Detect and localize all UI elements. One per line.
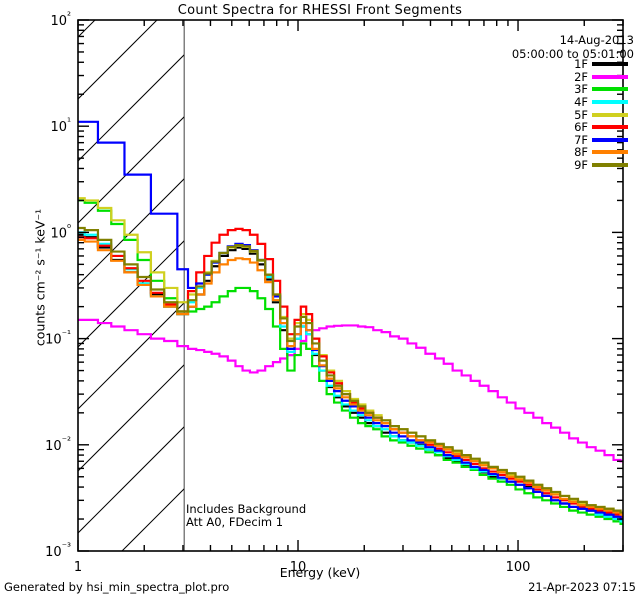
x-tick-label: 1 [74,560,82,575]
legend-color-swatch [592,100,628,105]
legend-color-swatch [592,150,628,155]
legend-color-swatch [592,62,628,67]
tick-label-group: 1 10 100 10² 10¹ 10⁰ 10⁻¹ 10⁻² 10⁻³ [45,11,530,575]
legend-item-3f: 3F [528,82,628,97]
legend-item-2f: 2F [528,69,628,84]
legend-item-9f: 9F [528,158,628,173]
legend-label: 9F [574,158,588,173]
legend-color-swatch [592,112,628,117]
plot-annotation: Includes Background Att A0, FDecim 1 [186,503,306,529]
page-title: Count Spectra for RHESSI Front Segments [177,3,463,18]
y-tick-label: 10⁻¹ [45,330,71,348]
legend-item-7f: 7F [528,132,628,147]
time-range-label: 05:00:00 to 05:01:00 [511,47,634,61]
legend-item-1f: 1F [528,57,628,72]
y-axis-label: counts cm⁻² s⁻¹ keV⁻¹ [32,208,48,347]
legend-color-swatch [592,74,628,79]
date-label: 14-Aug-2013 [559,33,634,47]
legend-label: 7F [574,132,588,147]
legend-item-4f: 4F [528,95,628,110]
legend-color-swatch [592,163,628,168]
annotation-line-1: Includes Background [186,502,307,516]
y-tick-label: 10⁻³ [45,542,71,560]
legend-item-6f: 6F [528,120,628,135]
axis-group [77,19,624,552]
legend: 1F 2F 3F 4F 5F 6F 7F 8F 9F [528,57,628,173]
footer-generated-by: Generated by hsi_min_spectra_plot.pro [4,580,230,594]
legend-color-swatch [592,137,628,142]
y-tick-label: 10⁻² [45,436,71,454]
legend-color-swatch [592,87,628,92]
legend-color-swatch [592,125,628,130]
spectra-series-group [78,120,623,525]
legend-item-5f: 5F [528,107,628,122]
annotation-line-2: Att A0, FDecim 1 [186,515,284,529]
footer-timestamp: 21-Apr-2023 07:15 [528,580,636,594]
legend-label: 2F [574,69,588,84]
y-tick-label: 10¹ [50,117,71,135]
legend-label: 8F [574,145,588,160]
legend-item-8f: 8F [528,145,628,160]
legend-label: 5F [574,107,588,122]
y-tick-label: 10⁰ [50,223,71,241]
x-tick-label: 10 [290,560,307,575]
legend-label: 1F [574,57,588,72]
legend-label: 6F [574,120,588,135]
legend-label: 4F [574,95,588,110]
legend-label: 3F [574,82,588,97]
x-axis-label: Energy (keV) [279,565,361,580]
x-tick-label: 100 [506,560,531,575]
y-tick-label: 10² [50,11,71,29]
